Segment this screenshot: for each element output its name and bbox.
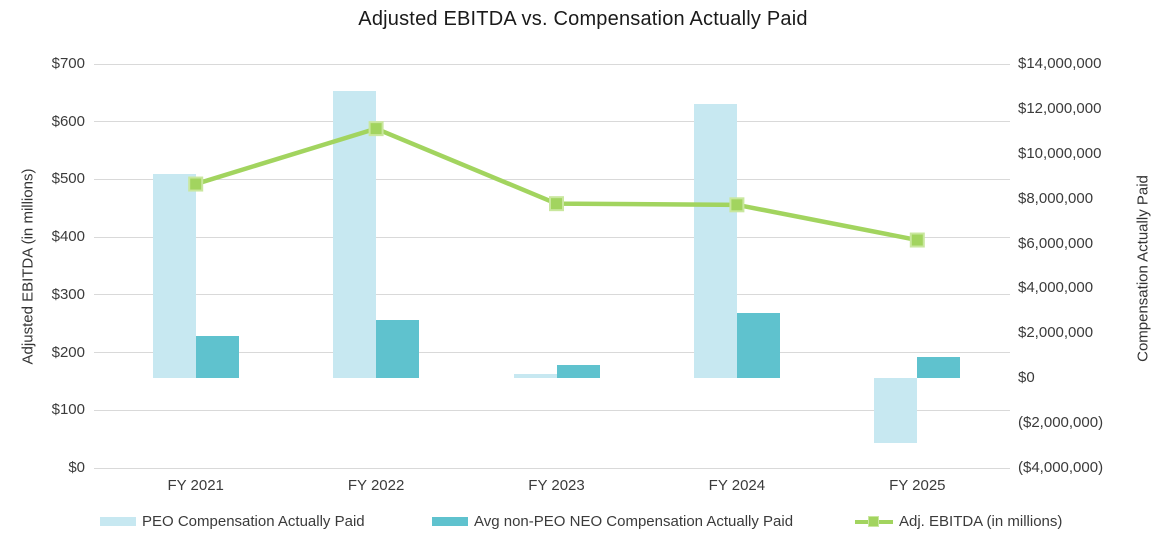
adj-ebitda-marker bbox=[549, 196, 564, 212]
right-axis-tick: $2,000,000 bbox=[1018, 324, 1094, 342]
gridline bbox=[94, 409, 1010, 411]
legend-item-neo-cap: Avg non-PEO NEO Compensation Actually Pa… bbox=[432, 511, 793, 531]
gridline bbox=[94, 63, 1010, 65]
bar-neo-cap bbox=[195, 335, 239, 379]
x-axis-label: FY 2021 bbox=[167, 477, 224, 494]
plot-area bbox=[94, 63, 1010, 469]
gridline bbox=[94, 467, 1010, 469]
x-axis-label: FY 2024 bbox=[708, 477, 766, 494]
bar-neo-cap bbox=[556, 364, 600, 379]
right-axis-tick: $12,000,000 bbox=[1018, 99, 1102, 117]
x-axis-label: FY 2023 bbox=[528, 477, 585, 494]
gridline bbox=[94, 236, 1010, 238]
adj-ebitda-marker bbox=[909, 232, 925, 248]
adj-ebitda-marker bbox=[368, 121, 384, 137]
right-axis-tick: $10,000,000 bbox=[1018, 144, 1102, 162]
gridline bbox=[94, 294, 1010, 296]
legend-label-neo-cap: Avg non-PEO NEO Compensation Actually Pa… bbox=[474, 512, 794, 530]
right-axis-title: Compensation Actually Paid bbox=[1134, 175, 1152, 362]
gridline bbox=[94, 121, 1010, 123]
adj-ebitda-line bbox=[195, 126, 918, 243]
bar-neo-cap bbox=[736, 313, 780, 379]
x-axis-label: FY 2022 bbox=[347, 477, 405, 494]
left-axis-tick: $100 bbox=[51, 401, 85, 419]
right-axis-tick: $8,000,000 bbox=[1018, 189, 1094, 207]
left-axis-tick: $600 bbox=[51, 112, 85, 130]
legend-swatch-peo-cap bbox=[100, 516, 136, 526]
right-axis-tick: $14,000,000 bbox=[1018, 55, 1102, 72]
right-axis-tick: ($2,000,000) bbox=[1018, 414, 1104, 432]
gridline bbox=[94, 178, 1010, 180]
right-axis-tick: ($4,000,000) bbox=[1018, 459, 1104, 476]
legend-swatch-neo-cap bbox=[432, 516, 468, 526]
legend-item-peo-cap: PEO Compensation Actually Paid bbox=[100, 511, 365, 531]
adj-ebitda-marker bbox=[188, 176, 204, 192]
line-series-layer bbox=[188, 121, 925, 248]
legend-swatch-adj-ebitda bbox=[855, 515, 893, 528]
left-axis-tick: $700 bbox=[51, 55, 85, 72]
left-axis-tick: $500 bbox=[51, 170, 85, 188]
bar-peo-cap bbox=[513, 373, 557, 379]
legend-item-adj-ebitda: Adj. EBITDA (in millions) bbox=[855, 511, 1062, 531]
chart-title: Adjusted EBITDA vs. Compensation Actuall… bbox=[358, 8, 808, 30]
bar-neo-cap bbox=[917, 356, 961, 379]
left-axis-tick: $400 bbox=[51, 228, 85, 246]
left-axis-tick: $300 bbox=[51, 285, 85, 303]
left-axis-tick: $200 bbox=[51, 343, 85, 361]
right-axis-tick: $0 bbox=[1018, 369, 1035, 387]
bar-peo-cap bbox=[693, 104, 737, 379]
left-axis-tick: $0 bbox=[68, 459, 85, 476]
gridline bbox=[94, 352, 1010, 354]
bar-peo-cap bbox=[874, 378, 918, 444]
legend-label-peo-cap: PEO Compensation Actually Paid bbox=[142, 512, 365, 530]
bar-peo-cap bbox=[152, 173, 196, 379]
legend-label-adj-ebitda: Adj. EBITDA (in millions) bbox=[899, 512, 1063, 530]
adj-ebitda-marker bbox=[729, 197, 745, 213]
x-axis-label: FY 2025 bbox=[889, 477, 946, 494]
bar-neo-cap bbox=[376, 319, 420, 379]
right-axis-tick: $6,000,000 bbox=[1018, 234, 1094, 252]
right-axis-tick: $4,000,000 bbox=[1018, 279, 1094, 297]
